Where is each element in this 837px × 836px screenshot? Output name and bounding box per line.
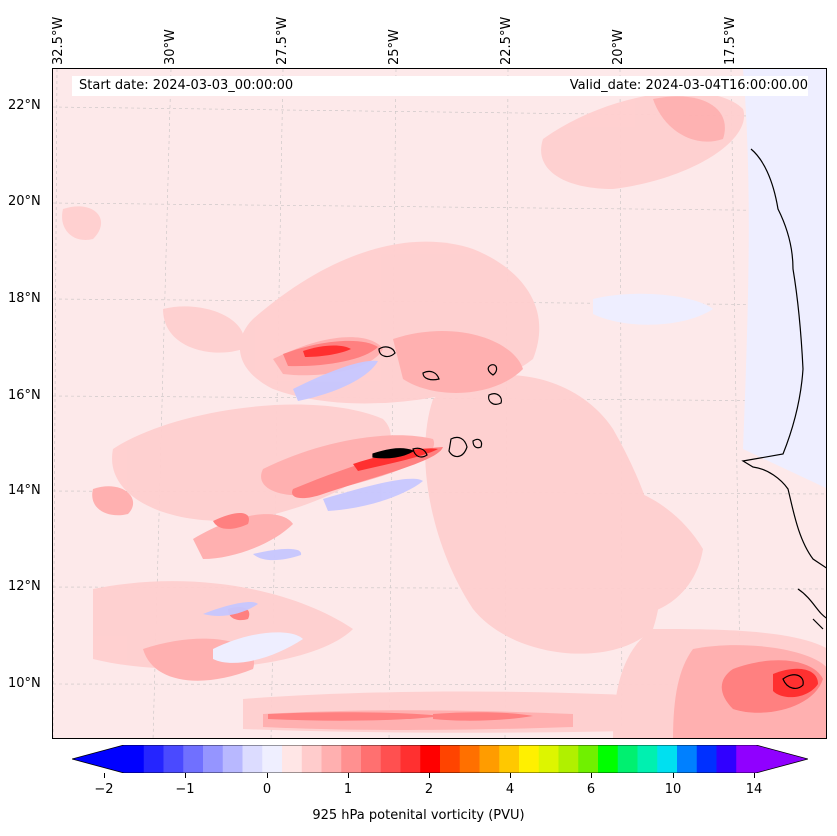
colorbar-bin xyxy=(617,745,638,773)
colorbar-bin xyxy=(598,745,619,773)
colorbar-bin xyxy=(222,745,243,773)
colorbar-bin xyxy=(143,745,164,773)
colorbar-tick-mark xyxy=(429,773,430,778)
colorbar-bin xyxy=(400,745,421,773)
lat-label: 22°N xyxy=(8,98,41,113)
lat-label: 20°N xyxy=(8,194,41,209)
colorbar-tick-mark xyxy=(591,773,592,778)
pv-contour-map xyxy=(53,69,826,738)
colorbar-tick-label: 0 xyxy=(262,782,272,797)
start-date-label: Start date: 2024-03-03_00:00:00 xyxy=(79,78,294,93)
lat-label: 18°N xyxy=(8,291,41,306)
colorbar-bin xyxy=(479,745,500,773)
colorbar-bin xyxy=(301,745,322,773)
colorbar-tick-label: 4 xyxy=(505,782,515,797)
colorbar-tick-mark xyxy=(104,773,105,778)
colorbar-bin xyxy=(459,745,480,773)
colorbar-bin xyxy=(341,745,362,773)
colorbar-tick-label: −2 xyxy=(94,782,114,797)
colorbar-extend-max xyxy=(756,745,808,773)
colorbar-bin xyxy=(696,745,717,773)
colorbar-bin xyxy=(163,745,184,773)
colorbar-tick-label: 2 xyxy=(424,782,434,797)
colorbar-bin xyxy=(361,745,382,773)
lat-label: 16°N xyxy=(8,388,41,403)
lon-label: 32.5°W xyxy=(51,16,66,65)
colorbar-bin xyxy=(440,745,461,773)
colorbar-extend-min xyxy=(72,745,124,773)
colorbar-tick-mark xyxy=(185,773,186,778)
colorbar-bin xyxy=(124,745,145,773)
colorbar-label: 925 hPa potenital vorticity (PVU) xyxy=(312,808,525,823)
lon-label: 30°W xyxy=(163,29,178,65)
colorbar-bin xyxy=(321,745,342,773)
colorbar xyxy=(72,745,808,773)
lon-label: 25°W xyxy=(387,29,402,65)
lon-label: 20°W xyxy=(611,29,626,65)
lat-label: 10°N xyxy=(8,676,41,691)
colorbar-bin xyxy=(716,745,737,773)
colorbar-tick-mark xyxy=(267,773,268,778)
colorbar-bin xyxy=(242,745,263,773)
colorbar-bin xyxy=(183,745,204,773)
colorbar-bin xyxy=(558,745,579,773)
lon-label: 27.5°W xyxy=(275,16,290,65)
colorbar-tick-mark xyxy=(754,773,755,778)
colorbar-bin xyxy=(499,745,520,773)
colorbar-tick-mark xyxy=(510,773,511,778)
lon-label: 22.5°W xyxy=(499,16,514,65)
cape-verde-islands xyxy=(372,346,804,689)
colorbar-tick-label: 6 xyxy=(586,782,596,797)
colorbar-bin xyxy=(262,745,283,773)
colorbar-tick-mark xyxy=(673,773,674,778)
colorbar-bin xyxy=(420,745,441,773)
pv-fill-core xyxy=(303,345,818,698)
valid-date-label: Valid_date: 2024-03-04T16:00:00.00 xyxy=(569,78,808,93)
colorbar-bin xyxy=(677,745,698,773)
colorbar-tick-label: 14 xyxy=(745,782,763,797)
colorbar-bin xyxy=(637,745,658,773)
map-panel xyxy=(52,68,827,739)
lat-label: 14°N xyxy=(8,483,41,498)
colorbar-bin xyxy=(203,745,224,773)
colorbar-tick-label: −1 xyxy=(175,782,195,797)
colorbar-bin xyxy=(657,745,678,773)
colorbar-tick-label: 1 xyxy=(343,782,353,797)
colorbar-bin xyxy=(519,745,540,773)
colorbar-bin xyxy=(282,745,303,773)
colorbar-bin xyxy=(736,745,757,773)
coastline xyxy=(741,148,826,630)
colorbar-tick-label: 10 xyxy=(664,782,682,797)
date-banner xyxy=(72,76,808,96)
lat-label: 12°N xyxy=(8,579,41,594)
pv-fill-negative xyxy=(203,360,423,616)
lon-label: 17.5°W xyxy=(723,16,738,65)
colorbar-bin xyxy=(538,745,559,773)
colorbar-tick-mark xyxy=(348,773,349,778)
colorbar-bin xyxy=(380,745,401,773)
colorbar-bin xyxy=(578,745,599,773)
pv-fill-pale-blue xyxy=(213,69,826,663)
